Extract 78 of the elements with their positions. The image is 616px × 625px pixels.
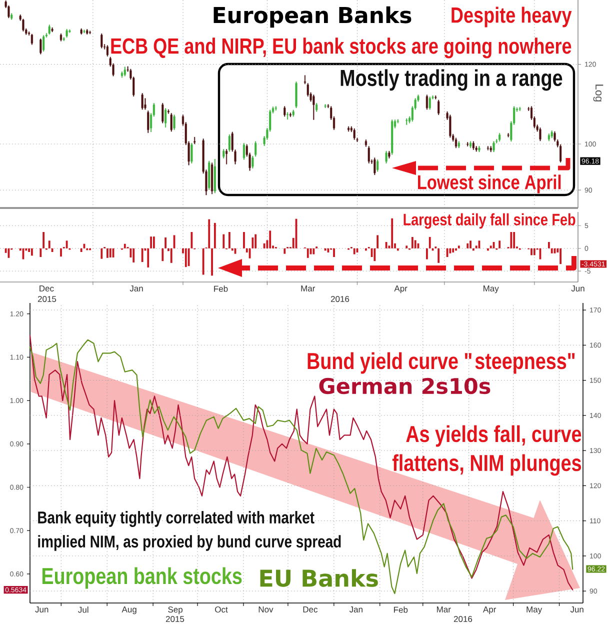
candlestick [539,128,542,142]
annotation: Lowest since April [418,174,561,194]
x-tick-label: Jun [570,606,584,612]
candlestick [83,30,86,34]
annotation: implied NIM, as proxied by bund curve spread [38,535,341,551]
candlestick [22,18,24,32]
candlestick [89,30,92,34]
x-tick-label: Mar [437,606,451,612]
candlestick [388,150,390,158]
annotation: European bank stocks [42,567,242,589]
x-tick-label: Jan [349,606,362,612]
annotation: Bank equity tightly correlated with market [38,511,314,527]
candlestick [286,112,289,120]
candlestick [324,104,326,108]
candlestick [10,13,13,20]
x-tick-label: Apr [482,606,496,614]
candlestick [316,102,318,112]
annotation: Mostly trading in a range [340,69,562,91]
annotation: Bund yield curve "steepness" [308,352,575,374]
x-tick-label: Jan [130,286,143,292]
x-tick-label: Dec [40,286,54,292]
annotation: Largest daily fall since Feb [404,213,576,229]
x-tick-label: Sep [168,606,182,614]
series-label: German 2s10s [319,378,490,394]
x-tick-label: Jun [571,286,584,292]
candlestick [173,114,176,130]
annotation: ECB QE and NIRP, EU bank stocks are going nowhere [111,38,572,58]
candlestick [518,106,521,111]
x-tick-label: Mar [301,286,316,292]
candlestick [434,95,437,100]
text: 2015 [166,616,184,622]
candlestick [478,146,480,152]
x-tick-label: Feb [214,286,228,292]
candlestick [507,133,510,138]
candlestick [86,29,88,34]
x-tick-label: Jun [35,606,48,612]
x-tick-label: Aug [122,606,136,614]
x-tick-label: Dec [303,606,318,612]
candlestick [428,96,431,110]
x-tick-label: Apr [394,286,408,294]
candlestick [466,142,469,146]
candlestick [353,128,356,140]
candlestick [486,146,489,150]
candlestick [80,28,82,34]
candlestick [550,130,553,138]
candlestick [492,141,495,152]
candlestick [51,27,54,32]
x-tick-label: Oct [215,606,228,613]
candlestick [312,94,315,120]
text: 2016 [454,616,472,622]
y-axis-title: Log [593,84,604,102]
chart-title: European Banks [214,6,412,28]
candlestick [292,110,294,117]
x-tick-label: May [526,606,542,614]
candlestick [490,146,492,152]
candlestick [194,136,196,144]
candlestick [222,149,225,158]
candlestick [458,141,460,148]
annotation: Despite heavy [452,6,572,28]
text: 2016 [330,296,350,302]
candlestick [289,112,292,118]
x-tick-label: May [484,286,499,294]
x-tick-label: Nov [258,606,274,612]
candlestick [226,149,228,164]
candlestick [48,24,50,34]
candlestick [376,159,379,172]
text: 2015 [38,296,56,302]
candlestick [385,150,388,164]
candlestick [284,106,286,117]
candlestick [406,118,408,125]
annotation: flattens, NIM plunges [392,454,582,476]
candlestick [66,29,68,38]
x-tick-label: Jul [78,606,88,613]
annotation: As yields fall, curve [406,425,582,447]
candlestick [274,106,277,110]
series-label: EU Banks [260,569,378,587]
x-tick-label: Feb [394,606,408,613]
candlestick [124,66,126,76]
